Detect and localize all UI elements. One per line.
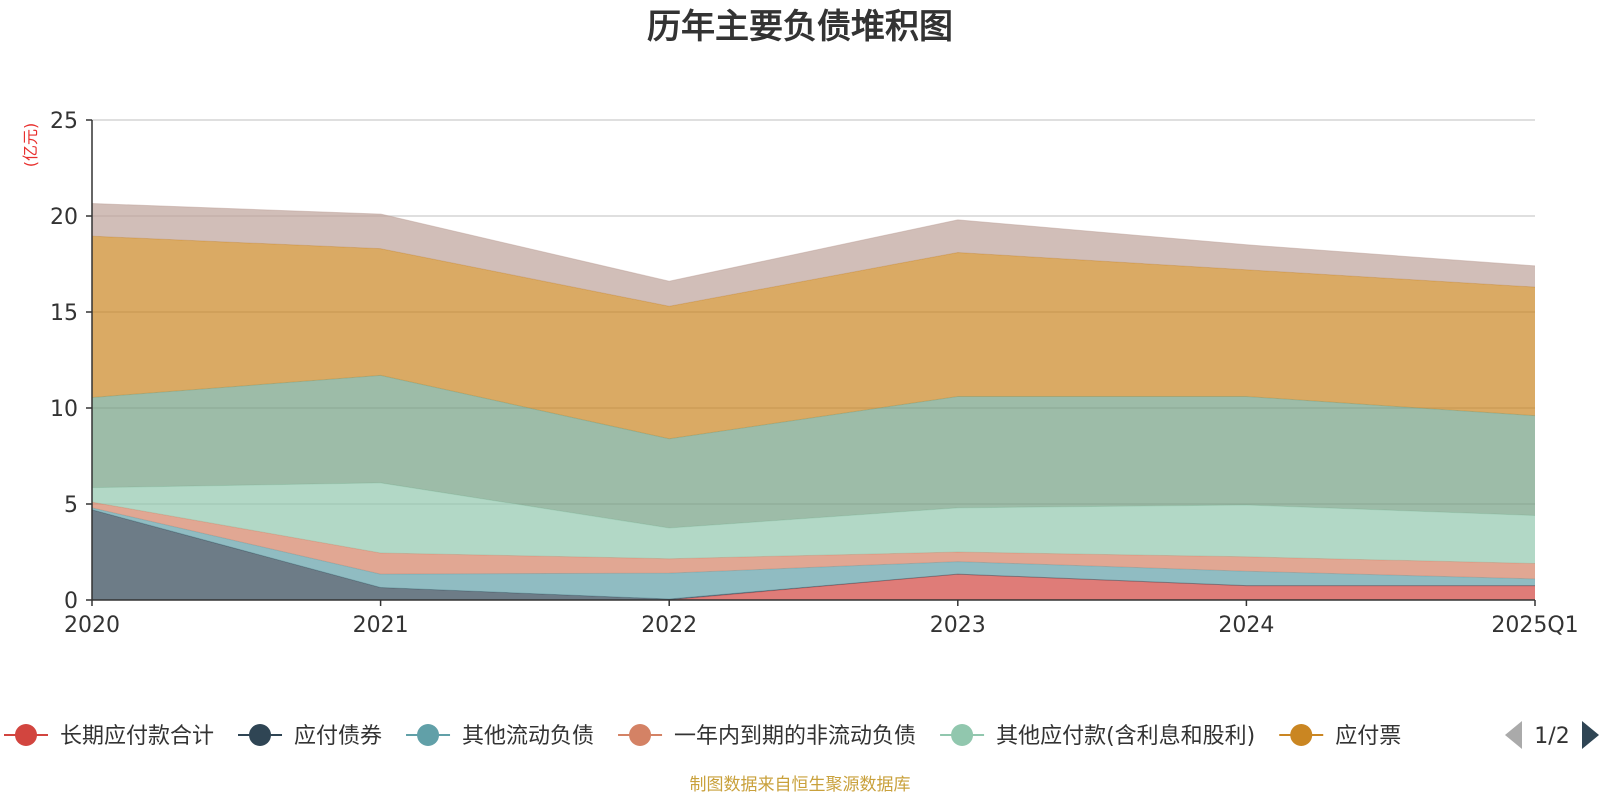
legend-page-indicator: 1/2: [1534, 724, 1569, 749]
legend-label: 应付票: [1335, 724, 1401, 749]
y-tick-label: 0: [64, 589, 78, 614]
legend-next-page-icon[interactable]: [1582, 721, 1599, 749]
legend-label: 一年内到期的非流动负债: [674, 724, 916, 749]
y-axis-unit-label: (亿元): [21, 123, 40, 168]
legend-label: 其他应付款(含利息和股利): [996, 724, 1255, 749]
area-series: [92, 236, 1535, 439]
legend-label: 长期应付款合计: [60, 724, 214, 749]
legend-item[interactable]: 其他应付款(含利息和股利): [940, 724, 1255, 749]
legend-circle-icon: [1290, 724, 1313, 746]
y-tick-label: 25: [50, 109, 78, 134]
y-tick-label: 20: [50, 205, 78, 230]
area-series: [92, 375, 1535, 528]
x-tick-label: 2020: [64, 613, 120, 638]
legend-prev-page-icon[interactable]: [1505, 721, 1522, 749]
x-tick-label: 2023: [930, 613, 986, 638]
x-tick-label: 2021: [353, 613, 409, 638]
y-tick-label: 10: [50, 397, 78, 422]
y-tick-label: 15: [50, 301, 78, 326]
legend-item[interactable]: 应付债券: [238, 724, 382, 749]
legend-circle-icon: [629, 724, 652, 746]
legend-item[interactable]: 长期应付款合计: [4, 724, 214, 749]
source-note: 制图数据来自恒生聚源数据库: [690, 775, 911, 795]
legend-circle-icon: [951, 724, 974, 746]
legend-circle-icon: [417, 724, 440, 746]
legend-item[interactable]: 应付票: [1279, 724, 1401, 749]
x-tick-label: 2025Q1: [1491, 613, 1578, 638]
legend-label: 其他流动负债: [462, 724, 594, 749]
legend-item[interactable]: 一年内到期的非流动负债: [618, 724, 916, 749]
x-tick-label: 2024: [1218, 613, 1274, 638]
chart-title: 历年主要负债堆积图: [647, 7, 953, 47]
legend: 长期应付款合计 应付债券 其他流动负债 一年内到期的非流动负债 其他应付款(含利息和股利…: [4, 721, 1599, 749]
area-series: [92, 482, 1535, 564]
legend-label: 应付债券: [294, 724, 382, 749]
area-series: [92, 502, 1535, 579]
area-series: [92, 203, 1535, 307]
y-tick-label: 5: [64, 493, 78, 518]
area-series: [92, 509, 1535, 600]
legend-circle-icon: [15, 724, 37, 746]
x-tick-label: 2022: [641, 613, 697, 638]
legend-circle-icon: [249, 724, 272, 746]
area-series: [92, 507, 1535, 600]
axes: 0 5 10 15 20 25 2020 2021 2022 2023 2024 2025Q1: [50, 109, 1579, 638]
legend-item[interactable]: 其他流动负债: [406, 724, 594, 749]
stacked-areas: [91, 203, 1536, 601]
area-series-edge: [91, 203, 1536, 282]
